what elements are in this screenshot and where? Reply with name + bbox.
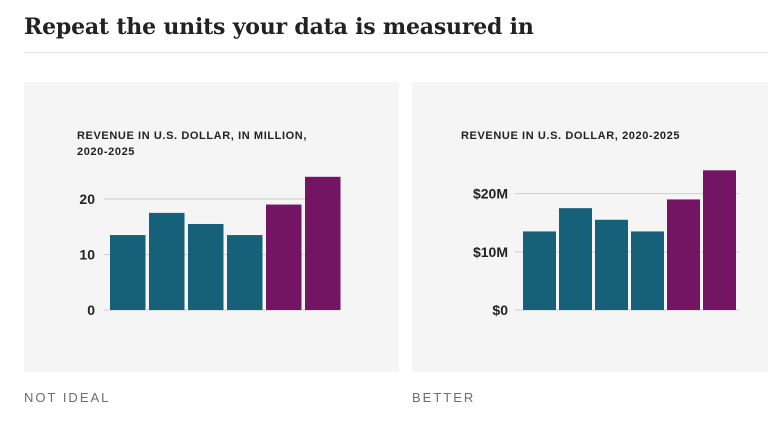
bar-2020 [110,235,146,310]
chart-better: REVENUE IN U.S. DOLLAR, 2020-2025 $0 $10M $… [461,130,739,318]
bar-2025 [703,170,736,310]
chart-title-line: REVENUE IN U.S. DOLLAR, IN MILLION, [77,130,307,142]
y-tick-label: 20 [79,191,95,207]
bar-2025 [305,176,341,310]
chart-title-line: 2020-2025 [77,146,135,158]
bar-2024 [266,204,302,310]
title-divider [24,52,768,53]
bar-2022 [188,223,224,310]
bar-2020 [523,231,556,310]
chart-title-line: REVENUE IN U.S. DOLLAR, 2020-2025 [461,130,680,142]
chart-panel-not-ideal: REVENUE IN U.S. DOLLAR, IN MILLION, 2020-… [24,82,399,372]
y-tick-label: 0 [87,302,95,318]
caption-not-ideal: NOT IDEAL [24,390,111,405]
y-tick-label: $20M [473,186,508,202]
bar-2024 [667,199,700,310]
y-tick-label: $10M [473,244,508,260]
y-tick-label: 10 [79,247,95,263]
bar-2021 [559,208,592,310]
bar-2023 [631,231,664,310]
y-tick-label: $0 [492,302,508,318]
bar-2021 [149,212,185,310]
bar-2022 [595,219,628,310]
caption-better: BETTER [412,390,476,405]
chart-panel-better: REVENUE IN U.S. DOLLAR, 2020-2025 $0 $10M $… [412,82,768,372]
chart-not-ideal: REVENUE IN U.S. DOLLAR, IN MILLION, 2020-… [77,130,341,318]
page-title: Repeat the units your data is measured i… [24,14,534,40]
bar-2023 [227,235,263,310]
